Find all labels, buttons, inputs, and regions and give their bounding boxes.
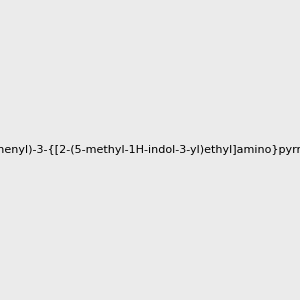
Text: 1-(3,4-dimethylphenyl)-3-{[2-(5-methyl-1H-indol-3-yl)ethyl]amino}pyrrolidine-2,5: 1-(3,4-dimethylphenyl)-3-{[2-(5-methyl-1… xyxy=(0,145,300,155)
